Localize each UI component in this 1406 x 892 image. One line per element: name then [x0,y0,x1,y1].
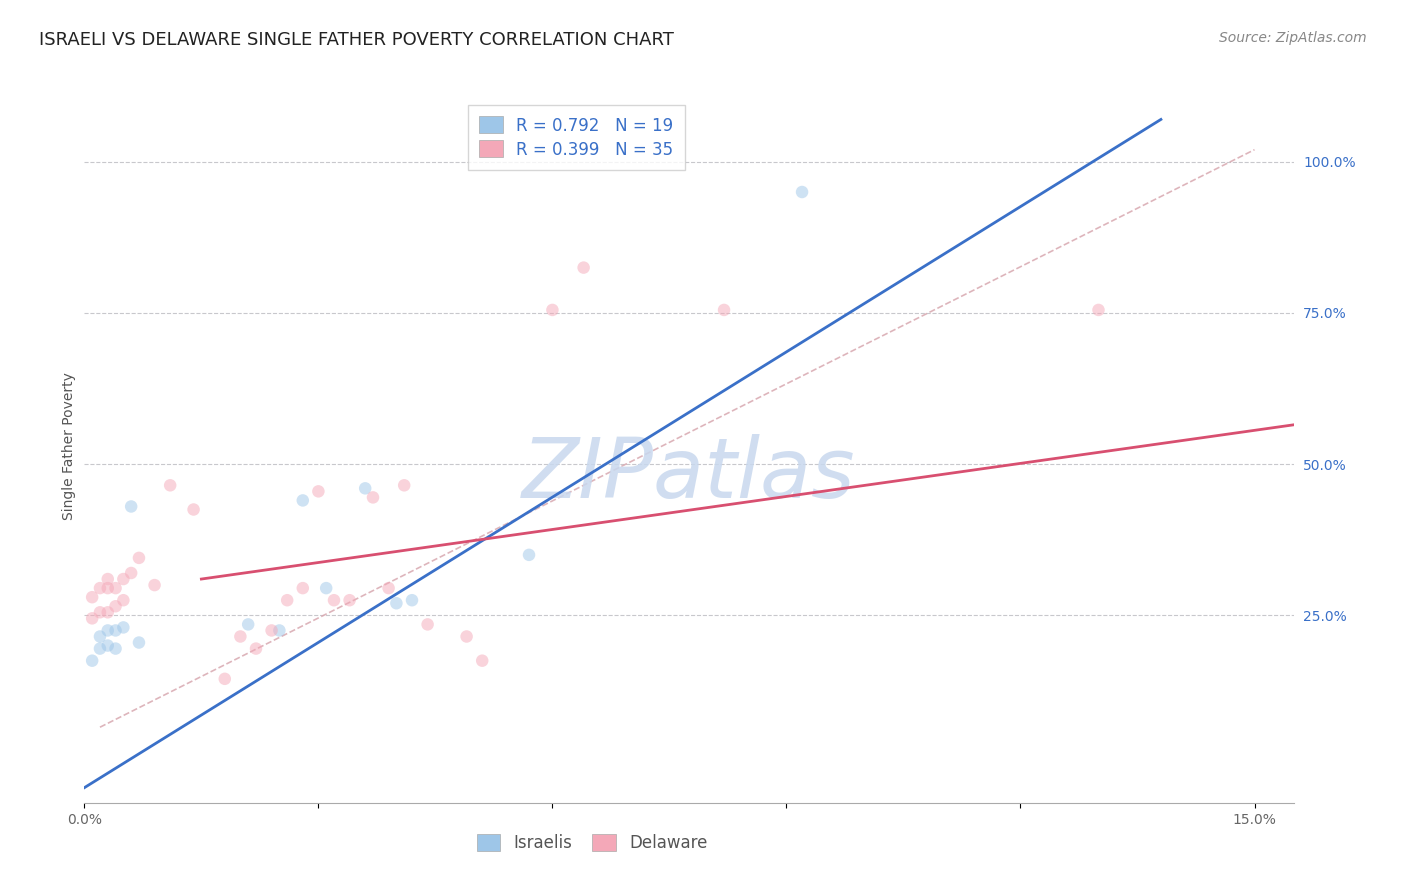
Point [214,672,236,686]
Point [392,478,415,492]
Point [128,550,150,565]
Point [82,611,104,625]
Point [401,593,423,607]
Point [315,581,337,595]
Point [82,654,104,668]
Point [471,654,494,668]
Point [541,302,564,317]
Point [354,481,377,495]
Legend: Israelis, Delaware: Israelis, Delaware [470,827,714,859]
Y-axis label: Single Father Poverty: Single Father Poverty [62,372,76,520]
Point [97,639,120,653]
Point [104,624,127,638]
Point [456,630,478,644]
Point [97,581,120,595]
Point [276,593,298,607]
Point [104,581,127,595]
Point [159,478,181,492]
Point [128,635,150,649]
Point [361,491,384,505]
Point [89,641,111,656]
Point [89,605,111,619]
Point [291,581,314,595]
Point [291,493,314,508]
Point [517,548,540,562]
Point [97,572,120,586]
Point [245,641,267,656]
Point [323,593,346,607]
Text: ISRAELI VS DELAWARE SINGLE FATHER POVERTY CORRELATION CHART: ISRAELI VS DELAWARE SINGLE FATHER POVERT… [39,31,675,49]
Point [238,617,260,632]
Point [307,484,329,499]
Point [120,500,142,514]
Point [104,641,127,656]
Point [82,590,104,604]
Point [269,624,291,638]
Point [713,302,735,317]
Point [790,185,813,199]
Point [97,605,120,619]
Point [229,630,252,644]
Point [112,572,135,586]
Text: Source: ZipAtlas.com: Source: ZipAtlas.com [1219,31,1367,45]
Point [89,630,111,644]
Text: ZIPatlas: ZIPatlas [522,434,856,515]
Point [1087,302,1109,317]
Point [416,617,439,632]
Point [120,566,142,580]
Point [572,260,595,275]
Point [112,593,135,607]
Point [183,502,205,516]
Point [377,581,399,595]
Point [112,620,135,634]
Point [260,624,283,638]
Point [97,624,120,638]
Point [339,593,361,607]
Point [143,578,166,592]
Point [385,596,408,610]
Point [89,581,111,595]
Point [104,599,127,614]
